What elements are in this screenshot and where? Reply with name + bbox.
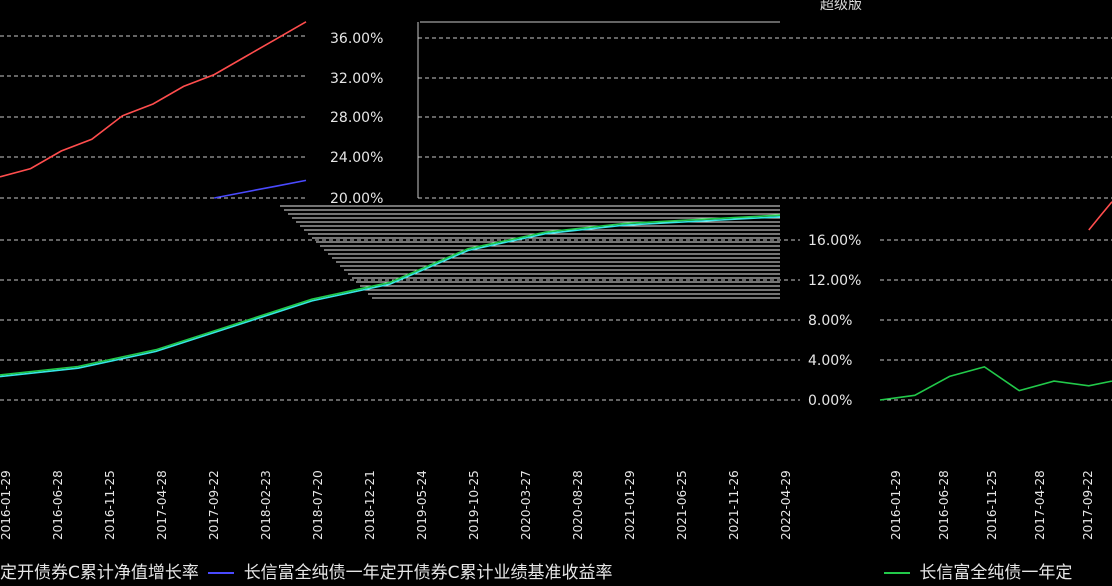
x-tick-label-right-4: 2017-09-22 [1081, 470, 1095, 540]
x-tick-label-main-11: 2020-08-28 [571, 470, 585, 540]
y-tick-label-top-0: 36.00% [330, 31, 383, 47]
series-line-right-0 [1088, 201, 1112, 231]
axis-panel-background [310, 10, 420, 200]
x-tick-label-right-3: 2017-04-28 [1033, 470, 1047, 540]
x-tick-label-main-1: 2016-06-28 [51, 470, 65, 540]
chart-top-center-panel: 36.00% 32.00% 28.00% 24.00% 20.00% [310, 10, 1112, 207]
chart-top-left-panel [0, 21, 307, 199]
chart-right-panel: 16.00% 12.00% 8.00% 4.00% 0.00% 2016-01-29 201… [800, 200, 1112, 540]
series-line-right-1 [879, 366, 1112, 401]
x-tick-label-main-4: 2017-09-22 [207, 470, 221, 540]
legend-swatch-green [884, 572, 910, 574]
x-tick-label-main-13: 2021-06-25 [675, 470, 689, 540]
x-tick-label-main-2: 2016-11-25 [103, 470, 117, 540]
x-tick-label-main-0: 2016-01-29 [0, 470, 13, 540]
x-tick-label-right-0: 2016-01-29 [889, 470, 903, 540]
x-tick-label-main-5: 2018-02-23 [259, 470, 273, 540]
legend-right-label: 长信富全纯债一年定 [919, 563, 1073, 582]
x-tick-label-main-3: 2017-04-28 [155, 470, 169, 540]
y-tick-label-right-3: 4.00% [808, 353, 852, 369]
y-tick-label-right-2: 8.00% [808, 313, 852, 329]
y-tick-label-top-1: 32.00% [330, 71, 383, 87]
legend-item-1-label: 定开债券C累计净值增长率 [0, 563, 199, 583]
chart-main-panel: 2016-01-29 2016-06-28 2016-11-25 2017-04-28… [0, 205, 800, 540]
x-tick-label-main-14: 2021-11-26 [727, 470, 741, 540]
x-tick-label-main-7: 2018-12-21 [363, 470, 377, 540]
x-tick-label-main-15: 2022-04-29 [779, 470, 793, 540]
y-tick-label-right-4: 0.00% [808, 393, 852, 409]
series-line-main-0 [0, 216, 781, 378]
y-tick-label-right-1: 12.00% [808, 273, 861, 289]
x-tick-label-main-10: 2020-03-27 [519, 470, 533, 540]
y-tick-label-top-2: 28.00% [330, 110, 383, 126]
x-tick-label-main-12: 2021-01-29 [623, 470, 637, 540]
series-line-main-1 [0, 214, 781, 376]
legend-main: 定开债券C累计净值增长率 长信富全纯债一年定开债券C累计业绩基准收益率 [0, 558, 613, 583]
series-line-topleft-0 [0, 21, 307, 178]
x-tick-label-main-6: 2018-07-20 [311, 470, 325, 540]
right-panel-background [800, 200, 1112, 430]
legend-item-2-label: 长信富全纯债一年定开债券C累计业绩基准收益率 [243, 563, 613, 583]
series-line-topleft-1 [214, 179, 307, 199]
y-tick-label-top-4: 20.00% [330, 191, 383, 207]
x-tick-label-right-1: 2016-06-28 [937, 470, 951, 540]
y-tick-label-top-3: 24.00% [330, 150, 383, 166]
x-tick-label-main-8: 2019-05-24 [415, 470, 429, 540]
y-tick-label-right-0: 16.00% [808, 233, 861, 249]
top-caption: 超级版 [820, 0, 862, 13]
x-tick-label-main-9: 2019-10-25 [467, 470, 481, 540]
legend-swatch-blue [208, 572, 235, 574]
x-tick-label-right-2: 2016-11-25 [985, 470, 999, 540]
legend-right: 长信富全纯债一年定 [880, 558, 1112, 582]
